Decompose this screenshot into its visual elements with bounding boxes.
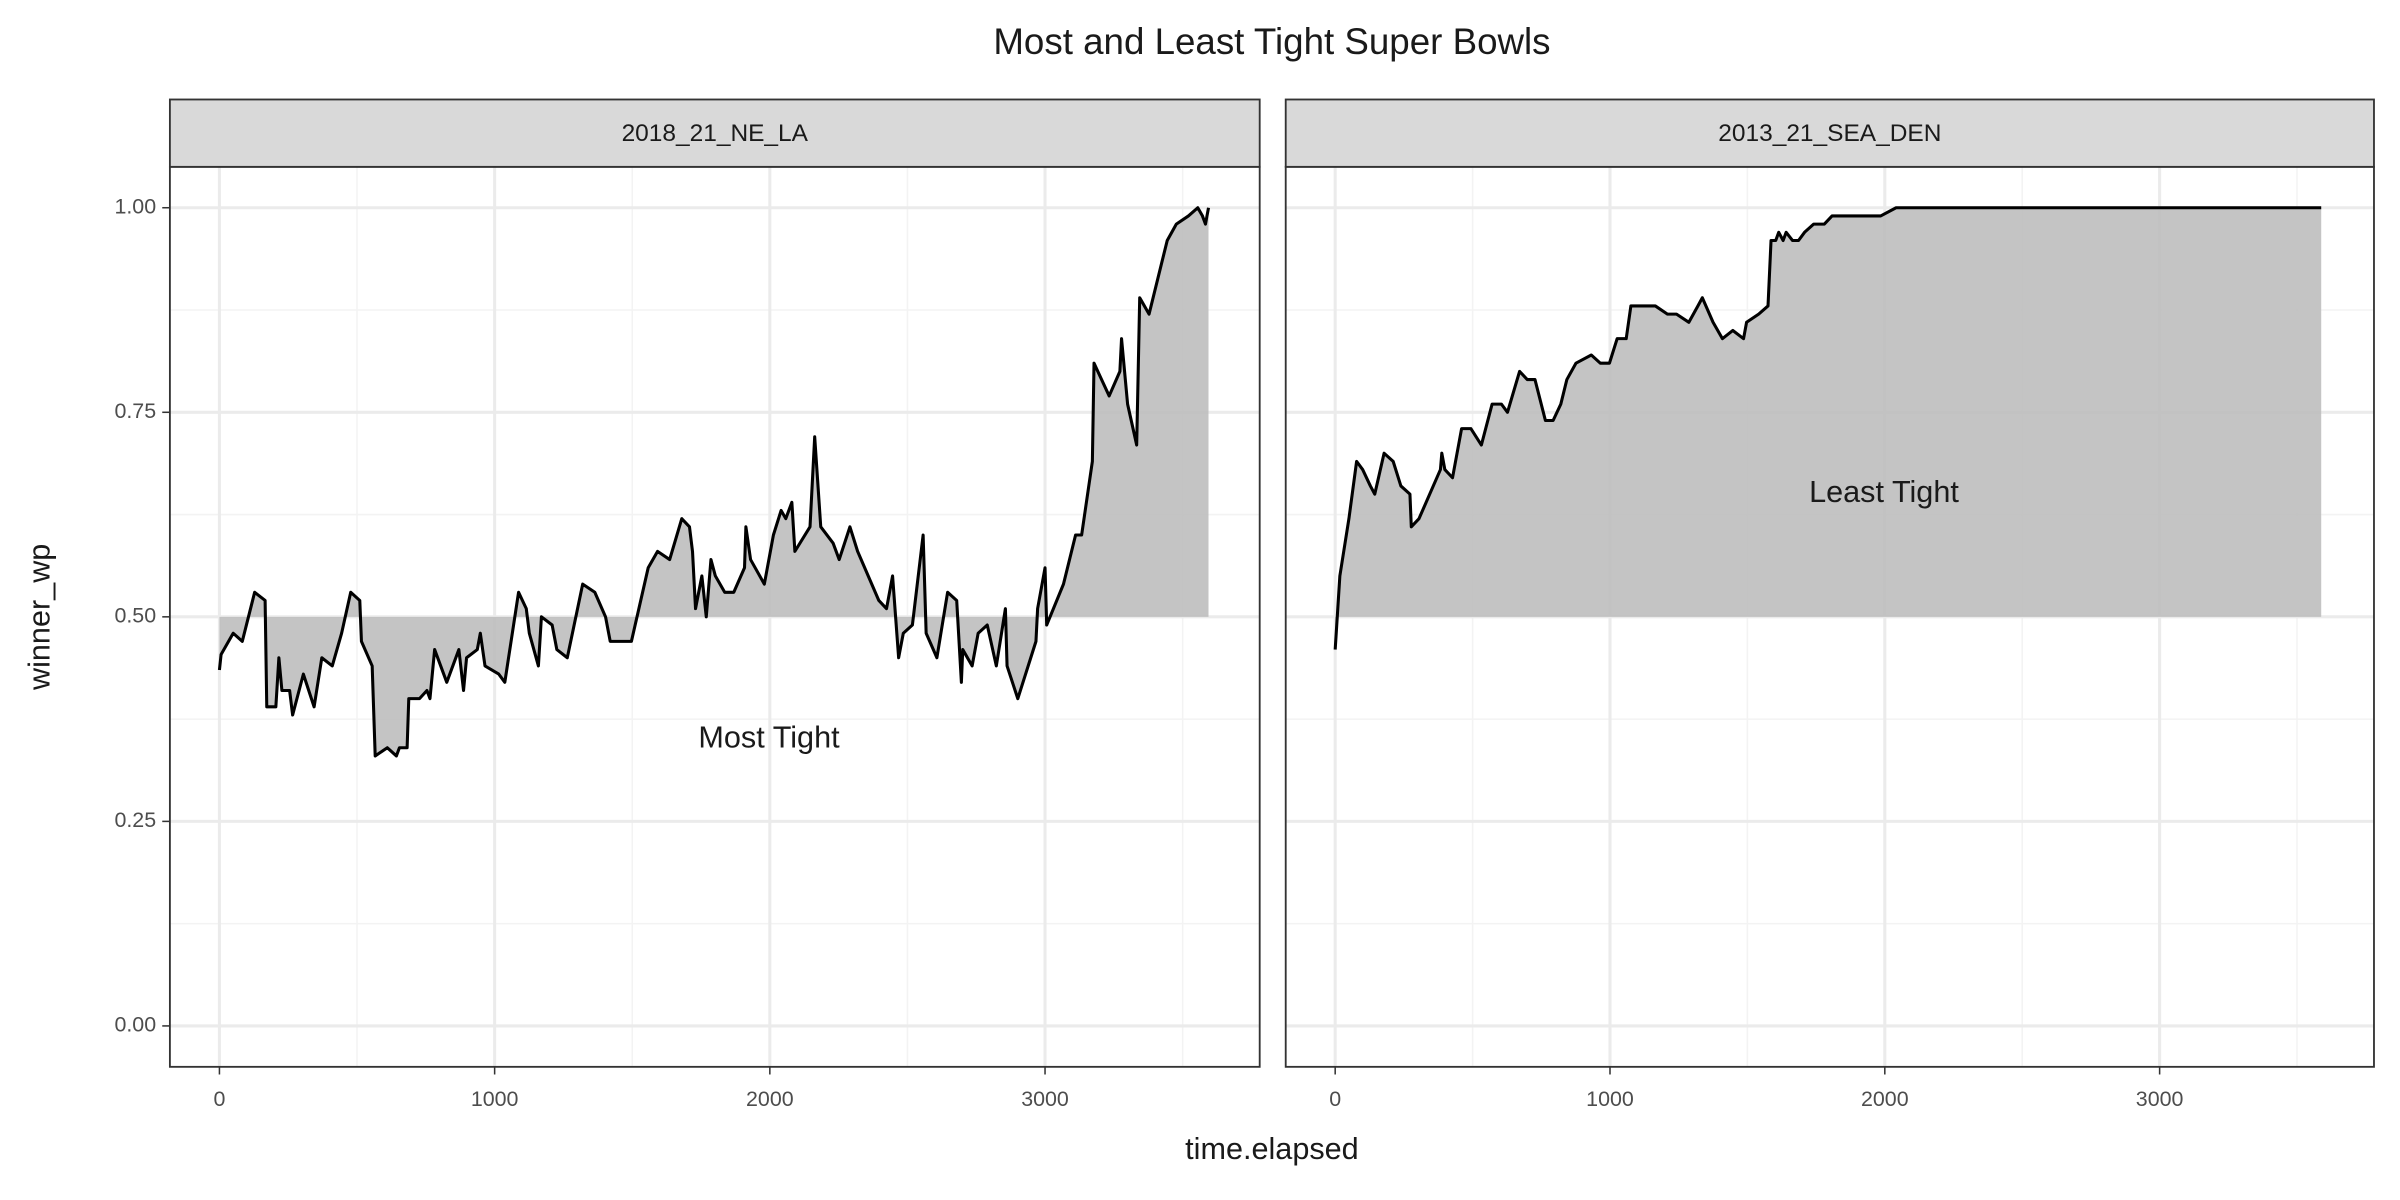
y-tick-label: 0.25 [114,808,156,832]
facet-title: 2018_21_NE_LA [622,120,809,147]
x-tick-label: 1000 [1586,1087,1634,1111]
y-tick-label: 0.75 [114,399,156,423]
ribbon-area [219,207,1209,756]
facet-strip [168,98,1261,168]
chart-title: Most and Least Tight Super Bowls [993,21,1550,62]
x-axis-title: time.elapsed [1185,1132,1359,1166]
win-prob-line [217,206,1211,758]
y-axis-title: winner_wp [22,544,56,691]
x-tick-label: 2000 [746,1087,794,1111]
x-tick-label: 0 [213,1087,225,1111]
x-tick-label: 3000 [1021,1087,1069,1111]
y-tick-label: 0.00 [114,1013,156,1037]
facet-title: 2013_21_SEA_DEN [1718,120,1941,147]
x-tick-label: 0 [1329,1087,1341,1111]
annotation: Least Tight [1809,475,1959,509]
x-tick-label: 3000 [2136,1087,2184,1111]
y-tick-label: 0.50 [114,603,156,627]
y-tick-label: 1.00 [114,194,156,218]
ribbon-area [1335,207,2322,650]
x-tick-label: 2000 [1861,1087,1909,1111]
annotation: Most Tight [698,721,840,755]
x-tick-label: 1000 [471,1087,519,1111]
facet-strip [1284,98,2375,168]
win-prob-line [1333,206,2322,650]
